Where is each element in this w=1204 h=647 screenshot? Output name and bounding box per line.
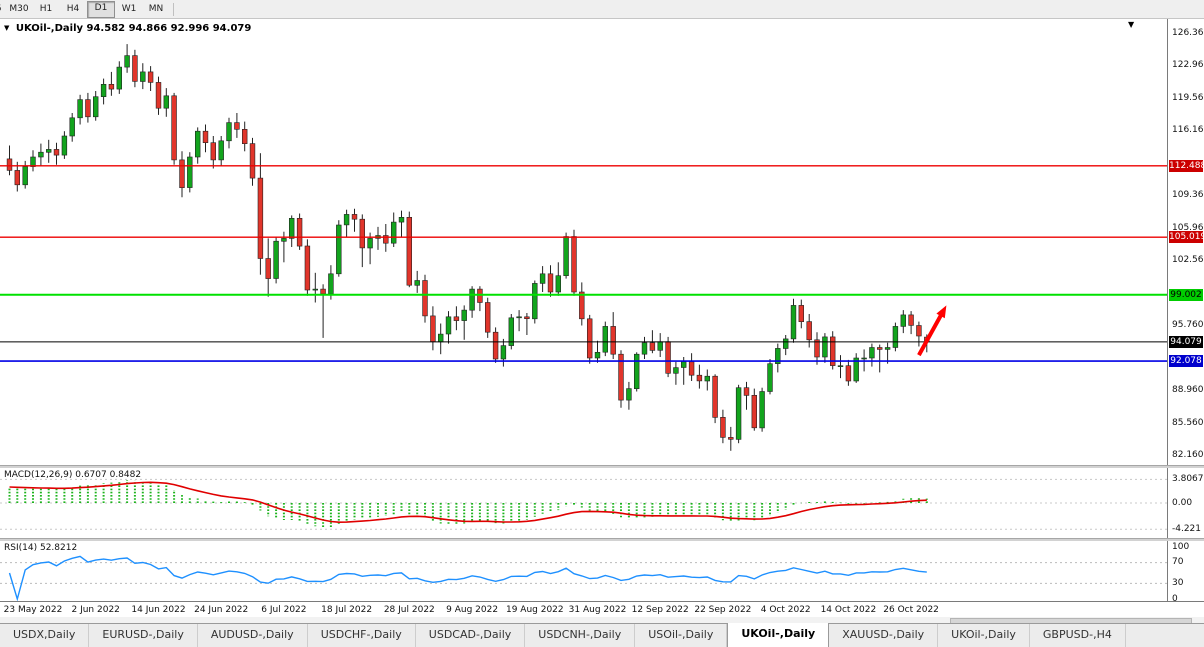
date-label: 14 Oct 2022 — [820, 605, 877, 615]
price-tick-label: 95.760 — [1172, 320, 1204, 331]
timeframe-button-m30[interactable]: M30 — [9, 3, 29, 14]
chart-tabs-bar: USDX,Daily EURUSD-,Daily AUDUSD-,Daily USDC… — [0, 623, 1204, 647]
chart-tab-eurusd-daily[interactable]: EURUSD-,Daily — [89, 624, 198, 647]
chart-tab-usdcnh-daily[interactable]: USDCNH-,Daily — [525, 624, 636, 647]
horizontal-lines-layer[interactable] — [0, 165, 1167, 362]
macd-panel[interactable] — [0, 467, 1204, 538]
rsi-axis-label: 30 — [1172, 577, 1184, 588]
title-marker-icon: ▼ — [4, 24, 10, 32]
candles-layer — [6, 44, 930, 451]
date-label: 31 Aug 2022 — [568, 605, 627, 615]
price-tick-label: 122.960 — [1172, 60, 1204, 71]
date-label: 22 Sep 2022 — [694, 605, 752, 615]
price-line-label: 92.078 — [1169, 355, 1203, 368]
trend-arrow-annotation[interactable] — [917, 305, 947, 357]
chart-ohlc-values: 94.582 94.866 92.996 94.079 — [86, 23, 252, 34]
chart-tab-xauusd-daily[interactable]: XAUUSD-,Daily — [829, 624, 939, 647]
macd-axis-label: -4.221 — [1172, 523, 1202, 534]
timeframe-button-d1[interactable]: D1 — [87, 0, 115, 18]
chart-tab-ukoil-daily[interactable]: UKOil-,Daily — [727, 623, 830, 647]
price-tick-label: 116.160 — [1172, 125, 1204, 136]
chart-tab-usoil-daily[interactable]: USOil-,Daily — [635, 624, 728, 647]
timeframe-button-w1[interactable]: W1 — [121, 3, 137, 14]
date-label: 12 Sep 2022 — [631, 605, 689, 615]
chart-tab-usdchf-daily[interactable]: USDCHF-,Daily — [308, 624, 416, 647]
macd-axis-label: 0.00 — [1172, 497, 1193, 508]
macd-indicator-label: MACD(12,26,9) 0.6707 0.8482 — [4, 470, 141, 480]
panel-divider[interactable] — [0, 465, 1204, 468]
time-axis[interactable]: 23 May 2022 2 Jun 2022 14 Jun 2022 24 Jun 2… — [0, 601, 1204, 618]
rsi-axis-label: 70 — [1172, 557, 1184, 568]
macd-current-values: 0.6707 0.8482 — [75, 470, 142, 480]
chart-symbol-label: UKOil-,Daily — [15, 23, 84, 34]
macd-name: MACD(12,26,9) — [4, 470, 73, 480]
chart-tab-ukoil-daily[interactable]: UKOil-,Daily — [938, 624, 1030, 647]
candlestick-chart[interactable] — [0, 19, 1204, 465]
date-label: 24 Jun 2022 — [194, 605, 249, 615]
price-line-label: 112.488 — [1169, 159, 1204, 172]
rsi-panel[interactable] — [0, 540, 1204, 601]
date-label: 28 Jul 2022 — [383, 605, 435, 615]
chart-tab-gbpusd-h4[interactable]: GBPUSD-,H4 — [1030, 624, 1126, 647]
rsi-axis-label: 100 — [1172, 541, 1190, 552]
price-tick-label: 88.960 — [1172, 385, 1204, 396]
price-tick-label: 102.560 — [1172, 255, 1204, 266]
timeframe-button-h1[interactable]: H1 — [39, 3, 53, 14]
chart-tab-usdx-daily[interactable]: USDX,Daily — [0, 624, 90, 647]
date-label: 2 Jun 2022 — [71, 605, 120, 615]
date-label: 23 May 2022 — [3, 605, 63, 615]
price-tick-label: 105.960 — [1172, 222, 1204, 233]
price-tick-label: 119.560 — [1172, 92, 1204, 103]
toolbar-separator — [173, 2, 174, 16]
price-tick-label: 126.360 — [1172, 27, 1204, 38]
panel-divider[interactable] — [0, 538, 1204, 541]
timeframe-button-mn[interactable]: MN — [148, 3, 164, 14]
price-line-label: 94.079 — [1169, 335, 1203, 348]
date-label: 19 Aug 2022 — [505, 605, 564, 615]
timeframe-button-m15[interactable]: M15 — [0, 2, 5, 17]
date-label: 26 Oct 2022 — [883, 605, 939, 615]
chart-tab-audusd-daily[interactable]: AUDUSD-,Daily — [198, 624, 308, 647]
date-label: 4 Oct 2022 — [760, 605, 811, 615]
price-tick-label: 85.560 — [1172, 417, 1204, 428]
rsi-levels — [0, 562, 1167, 584]
date-label: 9 Aug 2022 — [446, 605, 499, 615]
rsi-name: RSI(14) — [4, 543, 38, 553]
rsi-indicator-label: RSI(14) 52.8212 — [4, 543, 77, 553]
chart-title: ▼ UKOil-,Daily 94.582 94.866 92.996 94.0… — [4, 23, 251, 34]
macd-signal-line — [9, 481, 927, 524]
rsi-line — [8, 555, 927, 601]
price-line-label: 105.019 — [1169, 231, 1204, 244]
chart-tab-usdcad-daily[interactable]: USDCAD-,Daily — [416, 624, 526, 647]
timeframe-button-h4[interactable]: H4 — [66, 3, 80, 14]
chart-shift-marker-icon: ▼ — [1128, 20, 1135, 29]
date-label: 6 Jul 2022 — [261, 605, 307, 615]
macd-axis-label: 3.8067 — [1172, 473, 1204, 484]
rsi-current-value: 52.8212 — [39, 543, 78, 553]
price-axis[interactable]: 126.360 122.960 119.560 116.160 109.360 105.9… — [1167, 19, 1204, 604]
rsi-axis-label: 0 — [1172, 593, 1178, 604]
macd-levels — [0, 478, 1167, 530]
price-tick-label: 82.160 — [1172, 450, 1204, 461]
price-line-label: 99.002 — [1169, 288, 1203, 301]
date-label: 18 Jul 2022 — [321, 605, 373, 615]
price-tick-label: 109.360 — [1172, 190, 1204, 201]
timeframe-toolbar: M15 M30 H1 H4 D1 W1 MN — [0, 0, 1204, 19]
date-label: 14 Jun 2022 — [131, 605, 186, 615]
